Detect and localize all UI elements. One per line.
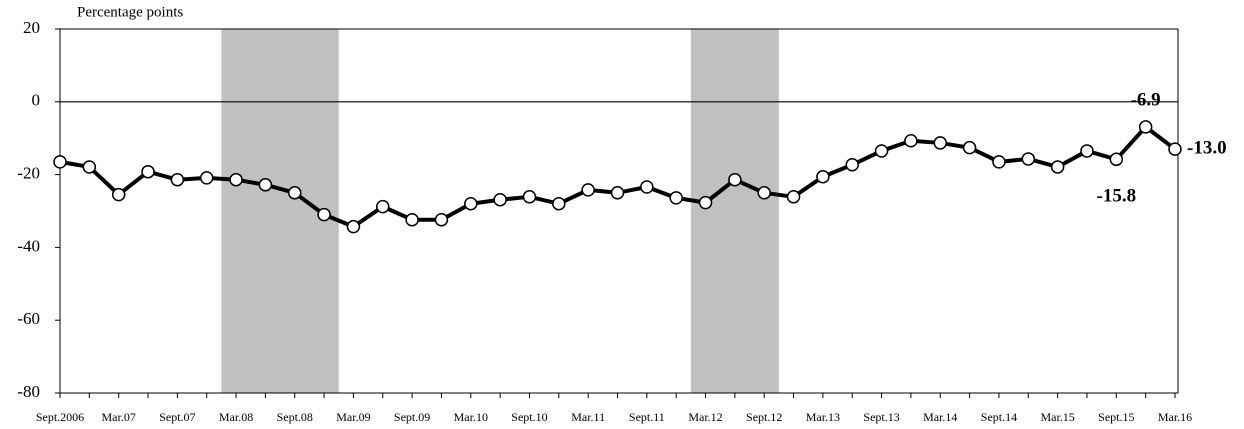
y-tick-label: 0	[32, 91, 41, 110]
data-point	[229, 172, 243, 187]
x-tick-label: Sept.09	[394, 410, 430, 424]
y-tick-label: -20	[17, 164, 40, 183]
data-point	[552, 196, 566, 211]
data-point	[962, 140, 977, 155]
data-point	[610, 186, 625, 200]
x-tick-label: Mar.07	[102, 410, 136, 424]
data-point	[786, 190, 801, 204]
data-point	[434, 212, 449, 227]
value-label: -13.0	[1187, 137, 1227, 158]
data-point	[874, 144, 889, 158]
x-tick-label: Mar.11	[571, 410, 605, 424]
value-label: -15.8	[1097, 186, 1137, 207]
x-tick-label: Sept.13	[863, 410, 899, 424]
data-point	[522, 190, 537, 204]
x-tick-label: Mar.14	[923, 410, 957, 424]
data-point	[581, 183, 595, 197]
data-point	[992, 155, 1006, 169]
x-tick-label: Mar.15	[1040, 410, 1074, 424]
data-point	[170, 172, 185, 187]
x-tick-label: Sept.2006	[36, 410, 84, 424]
data-point	[376, 199, 390, 214]
data-point	[757, 186, 771, 200]
data-point	[346, 219, 361, 234]
y-tick-label: -60	[17, 309, 40, 328]
axis-title: Percentage points	[77, 4, 183, 20]
data-point	[317, 207, 331, 222]
data-point	[82, 160, 97, 174]
data-point	[1021, 152, 1036, 166]
data-point	[405, 212, 419, 227]
x-tick-label: Sept.07	[159, 410, 195, 424]
y-tick-label: -80	[17, 382, 40, 401]
data-point	[141, 164, 155, 179]
data-point	[1168, 142, 1182, 156]
data-point	[1050, 160, 1065, 174]
x-tick-label: Mar.10	[454, 410, 488, 424]
data-point	[845, 158, 859, 172]
plot-frame	[59, 28, 1179, 394]
x-tick-label: Mar.13	[806, 410, 840, 424]
data-point	[904, 133, 918, 148]
x-tick-label: Sept.15	[1098, 410, 1134, 424]
x-tick-label: Sept.08	[277, 410, 313, 424]
shaded-period	[690, 29, 779, 393]
x-tick-label: Sept.10	[511, 410, 547, 424]
y-tick-label: -40	[17, 236, 40, 255]
data-point	[933, 136, 948, 150]
data-point	[53, 155, 67, 169]
data-point	[111, 187, 126, 202]
data-point	[1109, 152, 1124, 167]
data-point	[287, 186, 302, 200]
x-tick-label: Sept.14	[981, 410, 1017, 424]
data-point	[669, 191, 683, 205]
data-point	[698, 195, 713, 210]
x-tick-label: Mar.16	[1158, 410, 1192, 424]
y-tick-label: 20	[23, 18, 40, 37]
data-point	[816, 170, 830, 184]
x-tick-label: Mar.12	[688, 410, 722, 424]
x-tick-label: Sept.12	[746, 410, 782, 424]
data-point	[1080, 144, 1094, 158]
x-tick-label: Mar.08	[219, 410, 253, 424]
data-point	[199, 171, 214, 185]
data-point	[640, 180, 654, 194]
value-label: -6.9	[1131, 89, 1161, 110]
data-point	[464, 196, 478, 211]
data-point	[1138, 120, 1153, 134]
x-tick-label: Mar.09	[336, 410, 370, 424]
data-point	[493, 192, 507, 207]
x-tick-label: Sept.11	[629, 410, 665, 424]
data-point	[258, 178, 273, 192]
data-point	[728, 172, 742, 187]
